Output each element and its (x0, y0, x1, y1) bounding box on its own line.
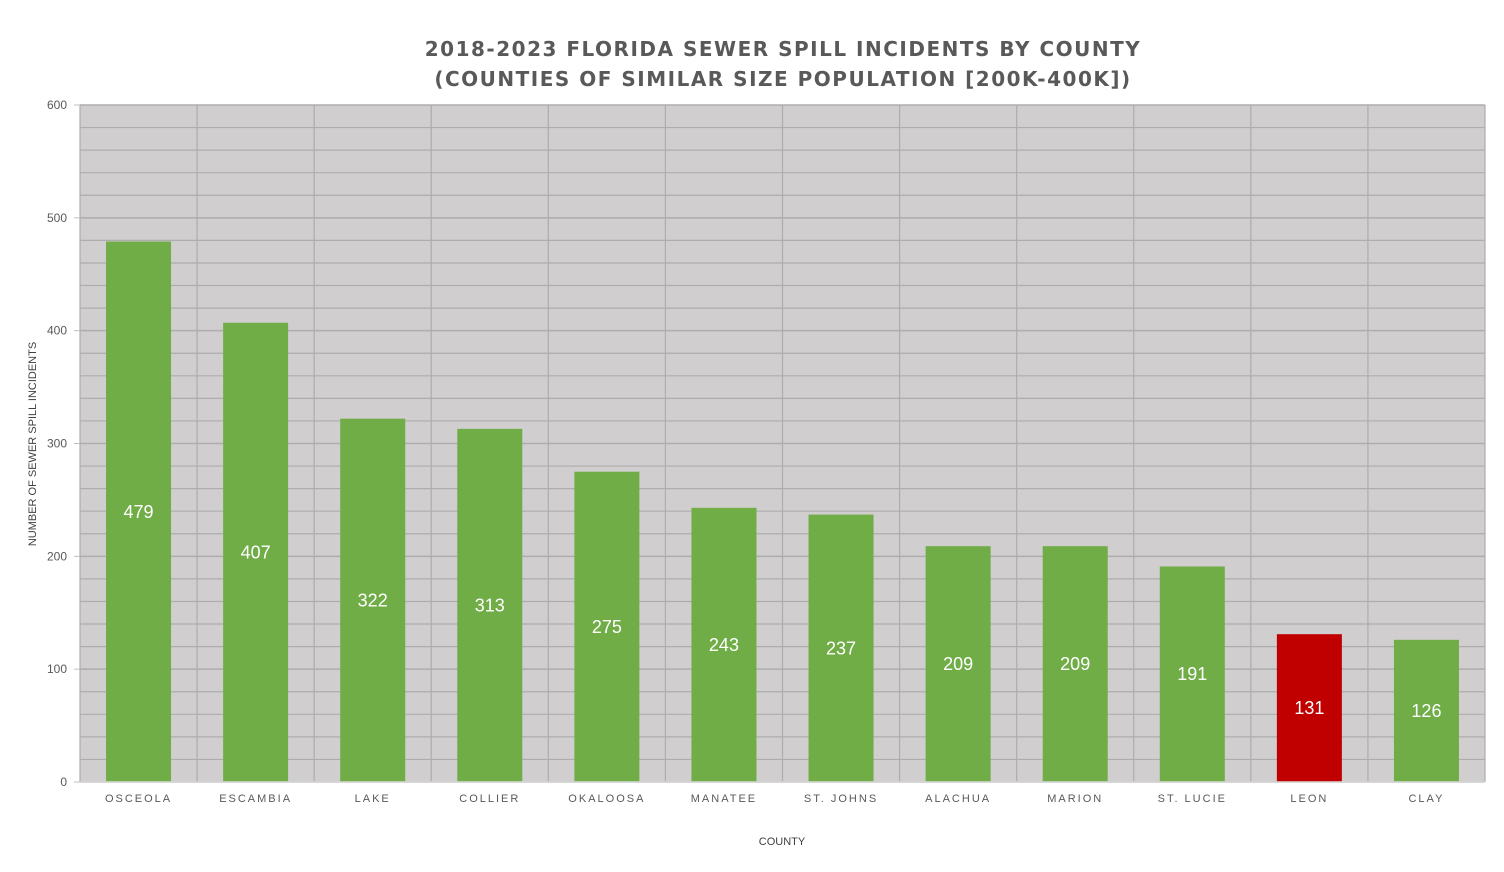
x-tick-label: MANATEE (691, 793, 757, 805)
y-tick-label: 600 (47, 98, 67, 112)
chart-title-line2: (COUNTIES OF SIMILAR SIZE POPULATION [20… (434, 67, 1131, 91)
bar-clay (1393, 639, 1459, 782)
data-label: 322 (358, 590, 388, 610)
bar-osceola (106, 241, 172, 783)
x-axis-label: COUNTY (759, 836, 806, 848)
data-label: 407 (241, 542, 271, 562)
bar-lake (340, 418, 406, 782)
x-tick-label: LEON (1290, 793, 1328, 805)
y-tick-label: 300 (47, 437, 67, 451)
y-tick-label: 400 (47, 324, 67, 338)
x-tick-label: CLAY (1408, 793, 1444, 805)
data-label: 191 (1177, 664, 1207, 684)
y-tick-label: 100 (47, 662, 67, 676)
bar-leon (1276, 634, 1342, 782)
x-tick-label: LAKE (355, 793, 391, 805)
bar-collier (457, 428, 523, 782)
bar-alachua (925, 546, 991, 782)
x-tick-label: ALACHUA (925, 793, 991, 805)
y-axis-label: NUMBER OF SEWER SPILL INCIDENTS (27, 342, 39, 546)
bar-st-lucie (1159, 566, 1225, 782)
bar-escambia (223, 322, 289, 782)
plot-area: 0 100 200 300 400 500 600 479 OSCEOLA 407 ESCAMBIA… (47, 98, 1486, 805)
data-label: 209 (943, 654, 973, 674)
data-label: 237 (826, 638, 856, 658)
bar-okaloosa (574, 471, 640, 782)
data-label: 313 (475, 595, 505, 615)
data-label: 131 (1294, 698, 1324, 718)
bar-st-johns (808, 514, 874, 782)
y-tick-label: 500 (47, 211, 67, 225)
data-label: 275 (592, 617, 622, 637)
bar-marion (1042, 546, 1108, 782)
chart-title-line1: 2018-2023 FLORIDA SEWER SPILL INCIDENTS … (425, 37, 1141, 61)
x-tick-label: OKALOOSA (568, 793, 645, 805)
y-tick-label: 200 (47, 549, 67, 563)
x-tick-label: OSCEOLA (105, 793, 172, 805)
y-tick-label: 0 (60, 775, 67, 789)
x-tick-label: ST. JOHNS (804, 793, 878, 805)
data-label: 209 (1060, 654, 1090, 674)
x-tick-label: COLLIER (459, 793, 520, 805)
x-tick-label: ST. LUCIE (1158, 793, 1227, 805)
data-label: 479 (124, 502, 154, 522)
x-tick-label: ESCAMBIA (219, 793, 292, 805)
data-label: 126 (1411, 701, 1441, 721)
data-label: 243 (709, 635, 739, 655)
x-tick-label: MARION (1047, 793, 1103, 805)
bar-manatee (691, 507, 757, 782)
